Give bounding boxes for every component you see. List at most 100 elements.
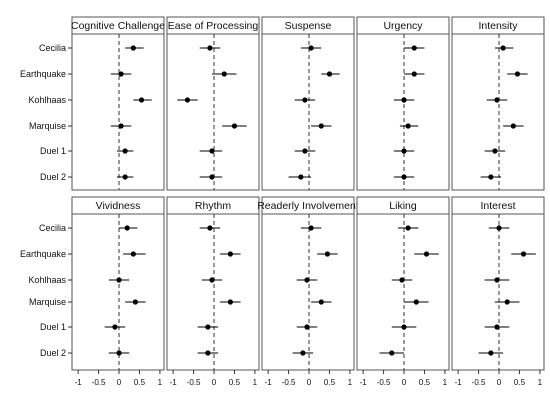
- x-tick-label: -0.5: [187, 378, 201, 387]
- point-estimate: [122, 174, 128, 180]
- point-estimate: [324, 251, 331, 257]
- point-estimate: [308, 45, 314, 51]
- point-estimate: [500, 45, 506, 51]
- panel-frame: [356, 33, 450, 191]
- panel-title: Urgency: [383, 20, 423, 32]
- row-label: Kohlhaas: [28, 275, 66, 285]
- point-estimate: [116, 350, 122, 356]
- point-estimate: [496, 225, 502, 231]
- point-estimate: [304, 324, 310, 330]
- point-estimate: [118, 123, 124, 129]
- row-label: Duel 2: [40, 172, 66, 182]
- row-label: Marquise: [29, 297, 66, 307]
- x-tick-label: 0.5: [229, 378, 241, 387]
- point-estimate: [304, 277, 310, 283]
- x-tick-label: -1: [455, 378, 463, 387]
- row-label: Duel 2: [40, 348, 66, 358]
- point-estimate: [116, 277, 122, 283]
- point-estimate: [308, 225, 314, 231]
- point-estimate: [401, 174, 407, 180]
- point-estimate: [209, 174, 215, 180]
- point-estimate: [405, 123, 411, 129]
- panel-frame: [451, 213, 545, 371]
- panel-title: Rhythm: [195, 200, 231, 212]
- row-label: Earthquake: [20, 69, 66, 79]
- point-estimate: [184, 97, 191, 103]
- point-estimate: [318, 299, 324, 305]
- x-tick-label: 1: [158, 378, 163, 387]
- panel-title: Cognitive Challenge: [71, 20, 165, 32]
- point-estimate: [227, 299, 233, 305]
- x-tick-label: 1: [443, 378, 448, 387]
- x-tick-label: -0.5: [377, 378, 391, 387]
- row-label: Kohlhaas: [28, 95, 66, 105]
- point-estimate: [112, 324, 118, 330]
- panel-frame: [166, 213, 260, 371]
- point-estimate: [298, 174, 304, 180]
- x-tick-label: -0.5: [282, 378, 296, 387]
- panel-title: Liking: [389, 200, 417, 212]
- x-tick-label: 0: [402, 378, 407, 387]
- point-estimate: [205, 324, 211, 330]
- panel-frame: [261, 213, 355, 371]
- point-estimate: [207, 225, 213, 231]
- point-estimate: [488, 174, 494, 180]
- point-estimate: [423, 251, 430, 257]
- panel-frame: [261, 33, 355, 191]
- panel-title: Intensity: [478, 20, 518, 32]
- point-estimate: [326, 71, 333, 77]
- point-estimate: [514, 71, 521, 77]
- row-label: Cecilia: [39, 223, 66, 233]
- panel-title: Suspense: [285, 20, 332, 32]
- panel-frame: [71, 213, 165, 371]
- x-tick-label: 0: [307, 378, 312, 387]
- point-estimate: [494, 324, 500, 330]
- point-estimate: [209, 148, 215, 154]
- panel-title: Interest: [480, 200, 515, 212]
- point-estimate: [494, 277, 500, 283]
- panel-title: Ease of Processing: [168, 20, 259, 32]
- x-tick-label: -1: [360, 378, 368, 387]
- point-estimate: [401, 324, 407, 330]
- x-tick-label: -0.5: [472, 378, 486, 387]
- point-estimate: [132, 299, 138, 305]
- x-tick-label: 1: [253, 378, 258, 387]
- x-tick-label: 0.5: [514, 378, 526, 387]
- panel-frame: [356, 213, 450, 371]
- x-tick-label: -1: [75, 378, 83, 387]
- point-estimate: [411, 71, 417, 77]
- x-tick-label: 0: [117, 378, 122, 387]
- row-label: Marquise: [29, 121, 66, 131]
- point-estimate: [124, 225, 130, 231]
- x-tick-label: 1: [348, 378, 353, 387]
- point-estimate: [318, 123, 324, 129]
- row-label: Duel 1: [40, 146, 66, 156]
- x-tick-label: -1: [265, 378, 273, 387]
- x-tick-label: 1: [538, 378, 543, 387]
- point-estimate: [122, 148, 128, 154]
- panel-frame: [71, 33, 165, 191]
- point-estimate: [302, 97, 308, 103]
- point-estimate: [207, 45, 213, 51]
- point-estimate: [411, 45, 417, 51]
- x-tick-label: 0.5: [134, 378, 146, 387]
- point-estimate: [302, 148, 308, 154]
- point-estimate: [401, 148, 407, 154]
- panel-title: Readerly Involvement: [257, 200, 359, 212]
- point-estimate: [504, 299, 510, 305]
- point-estimate: [209, 277, 215, 283]
- point-estimate: [492, 148, 498, 154]
- x-tick-label: 0: [497, 378, 502, 387]
- point-estimate: [231, 123, 238, 129]
- point-estimate: [401, 97, 407, 103]
- point-estimate: [130, 45, 136, 51]
- point-estimate: [300, 350, 306, 356]
- row-label: Cecilia: [39, 43, 66, 53]
- point-estimate: [118, 71, 124, 77]
- x-tick-label: 0.5: [419, 378, 431, 387]
- panel-frame: [451, 33, 545, 191]
- x-tick-label: 0: [212, 378, 217, 387]
- panel-frame: [166, 33, 260, 191]
- row-label: Duel 1: [40, 322, 66, 332]
